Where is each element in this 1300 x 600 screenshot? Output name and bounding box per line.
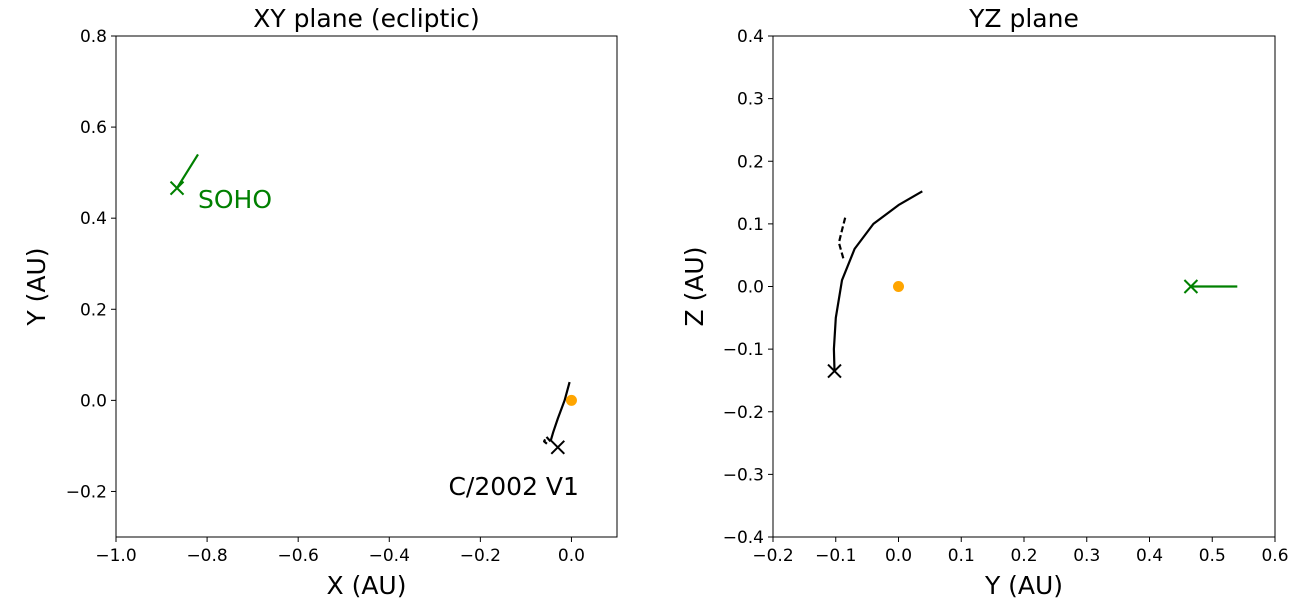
chart-1-x-tick-label: 0.5 [1199,546,1226,566]
chart-1-y-tick-label: 0.4 [737,27,764,47]
chart-1-x-tick-label: 0.6 [1261,546,1288,566]
chart-1-x-tick-label: 0.0 [885,546,912,566]
chart-1-x-tick-label: 0.2 [1010,546,1037,566]
chart-0-x-axis-label: X (AU) [327,571,407,600]
chart-0-x-marker [169,180,185,196]
chart-0-y-tick-label: 0.4 [80,209,107,229]
chart-1-x-tick-label: 0.4 [1136,546,1163,566]
chart-0-x-marker [550,440,565,455]
chart-0-series-0-solid-path [549,381,571,442]
chart-0-x-tick-label: −0.8 [186,546,227,566]
chart-1-series-0-solid-path [832,190,923,372]
chart-1-y-tick-label: −0.1 [723,340,764,360]
chart-0-y-tick-label: 0.6 [80,118,107,138]
chart-1-x-tick-label: 0.3 [1073,546,1100,566]
chart-1-series-1-dashed-path [837,217,847,259]
chart-0-x-tick-label: −0.6 [278,546,319,566]
chart-1-y-tick-label: 0.1 [737,215,764,235]
chart-1-y-axis-label: Z (AU) [680,247,709,327]
chart-1-title: YZ plane [968,4,1079,33]
chart-0-y-tick-label: 0.0 [80,391,107,411]
chart-0-annotation-0: SOHO [198,185,272,214]
chart-0-series-1-dashed-path [543,435,552,446]
chart-1-y-tick-label: −0.4 [723,528,764,548]
chart-0-x-tick-label: −0.2 [460,546,501,566]
chart-0-y-tick-label: 0.2 [80,300,107,320]
chart-1-y-tick-label: 0.2 [737,152,764,172]
chart-0-series-2-solid-path [176,153,199,189]
chart-1-x-axis-label: Y (AU) [984,571,1063,600]
chart-0-title: XY plane (ecliptic) [253,4,480,33]
chart-1-sun-dot-marker [893,281,904,292]
chart-1-y-tick-label: 0.3 [737,90,764,110]
yz-plane-chart: −0.2 −0.1 0.0 0.1 0.2 0.3 0.4 0.5 0.6 −0.4 −0.3 −0.… [680,4,1289,600]
chart-0-y-tick-label: −0.2 [66,482,107,502]
chart-0-y-axis-label: Y (AU) [22,247,51,326]
chart-1-x-marker [1183,279,1199,294]
chart-0-x-tick-label: −1.0 [95,546,136,566]
chart-1-y-tick-label: −0.2 [723,403,764,423]
chart-1-y-tick-label: 0.0 [737,278,764,298]
chart-1-y-tick-label: −0.3 [723,465,764,485]
chart-0-annotation-1: C/2002 V1 [448,472,578,501]
chart-0-y-tick-label: 0.8 [80,27,107,47]
chart-0-x-tick-label: 0.0 [558,546,585,566]
xy-plane-chart: −1.0 −0.8 −0.6 −0.4 −0.2 0.0 −0.2 0.0 0.2 0.4 0.6 0… [22,4,618,600]
chart-0-axes-frame [115,35,618,538]
chart-1-x-tick-label: 0.1 [948,546,975,566]
chart-1-x-marker [827,363,842,379]
chart-0-sun-dot-marker [565,394,577,406]
chart-1-x-tick-label: −0.2 [752,546,793,566]
chart-1-x-tick-label: −0.1 [815,546,856,566]
chart-0-x-tick-label: −0.4 [369,546,410,566]
